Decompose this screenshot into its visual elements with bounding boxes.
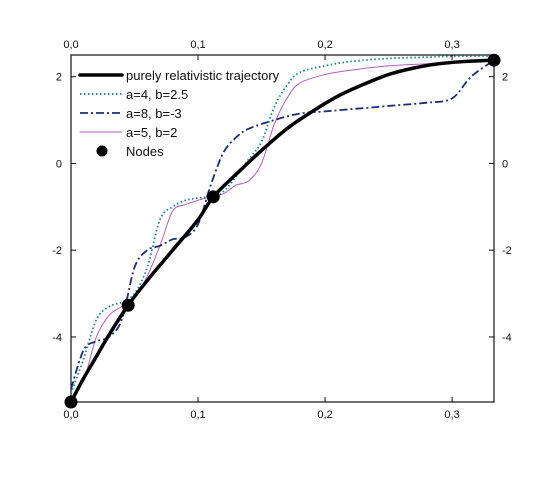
x-tick-label-bottom: 0,2 xyxy=(317,409,332,421)
legend-label: purely relativistic trajectory xyxy=(126,68,280,83)
y-tick-label-right: 2 xyxy=(502,72,508,84)
x-tick-label-bottom: 0,3 xyxy=(444,409,459,421)
y-tick-label-right: 0 xyxy=(502,158,508,170)
legend-label: a=8, b=-3 xyxy=(126,106,182,121)
x-tick-label-top: 0,0 xyxy=(63,39,78,51)
x-tick-label-bottom: 0,1 xyxy=(190,409,205,421)
nodes-layer xyxy=(64,53,501,409)
node-point xyxy=(64,395,78,409)
legend-label: a=4, b=2.5 xyxy=(126,87,188,102)
x-tick-label-top: 0,1 xyxy=(190,39,205,51)
series-line-2 xyxy=(70,59,495,390)
y-tick-label-right: -2 xyxy=(502,245,512,257)
y-tick-label-left: -2 xyxy=(52,245,62,257)
series-line-1 xyxy=(70,55,495,394)
y-tick-label-left: -4 xyxy=(52,332,62,344)
node-point xyxy=(487,53,501,67)
series-line-0 xyxy=(69,58,496,404)
legend-label: a=5, b=2 xyxy=(126,125,177,140)
axis-ticks: 0,0 0,0 0,1 0,1 0,2 0,2 0,3 0,3 -4 -4 -2 -2 0 0 2 2 xyxy=(52,39,512,421)
y-tick-label-right: -4 xyxy=(502,332,512,344)
x-tick-label-top: 0,3 xyxy=(444,39,459,51)
y-tick-label-left: 2 xyxy=(56,72,62,84)
legend-swatch-nodes xyxy=(96,145,108,157)
y-tick-label-left: 0 xyxy=(56,158,62,170)
x-tick-label-bottom: 0,0 xyxy=(63,409,78,421)
legend: purely relativistic trajectory a=4, b=2.5… xyxy=(78,68,280,159)
legend-label: Nodes xyxy=(126,144,164,159)
plot-frame xyxy=(70,54,495,403)
x-tick-label-top: 0,2 xyxy=(317,39,332,51)
node-point xyxy=(121,298,135,312)
node-point xyxy=(206,190,220,204)
